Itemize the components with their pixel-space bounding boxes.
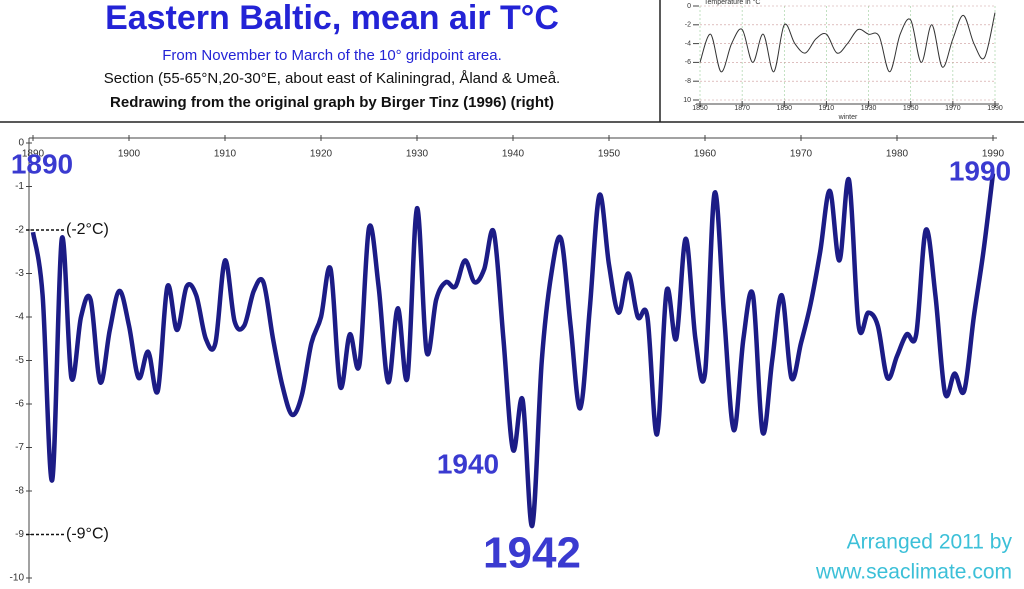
- annotation: (-2°C): [66, 221, 109, 238]
- data-line: [30, 173, 996, 529]
- x-tick-label: 1970: [790, 149, 813, 160]
- y-tick-label: -3: [15, 268, 24, 279]
- x-tick-label: 1980: [886, 149, 909, 160]
- y-tick-label: 0: [687, 3, 691, 10]
- x-tick-label: 1910: [819, 105, 835, 112]
- x-tick-label: 1930: [861, 105, 877, 112]
- y-tick-label: -5: [15, 355, 24, 366]
- subtitle: From November to March of the 10° gridpo…: [162, 47, 502, 64]
- y-tick-label: -1: [15, 181, 24, 192]
- y-tick-label: -6: [15, 399, 24, 410]
- inset-title: Temperature in °C: [704, 0, 761, 6]
- x-tick-label: 1950: [598, 149, 621, 160]
- y-tick-label: -2: [15, 225, 24, 236]
- y-tick-label: -7: [15, 442, 24, 453]
- x-tick-label: 1890: [776, 105, 792, 112]
- y-tick-label: -10: [10, 573, 25, 584]
- y-tick-label: -8: [685, 78, 691, 85]
- x-tick-label: 1900: [118, 149, 141, 160]
- chart-title: Eastern Baltic, mean air T°C: [105, 0, 559, 37]
- annotation: 1990: [949, 155, 1011, 186]
- y-tick-label: -9: [15, 529, 24, 540]
- x-tick-label: 1930: [406, 149, 429, 160]
- credit: Arranged 2011 by: [847, 531, 1013, 554]
- credit: www.seaclimate.com: [815, 561, 1012, 584]
- inset-x-label: winter: [838, 114, 858, 121]
- annotation: (-9°C): [66, 526, 109, 543]
- y-tick-label: -4: [685, 40, 691, 47]
- x-tick-label: 1920: [310, 149, 333, 160]
- y-tick-label: 0: [18, 138, 24, 149]
- x-tick-label: 1990: [982, 149, 1005, 160]
- annotation: 1890: [11, 148, 73, 179]
- y-tick-label: -4: [15, 312, 24, 323]
- x-tick-label: 1970: [945, 105, 961, 112]
- y-tick-label: -6: [685, 59, 691, 66]
- x-tick-label: 1910: [214, 149, 237, 160]
- y-tick-label: -8: [15, 486, 24, 497]
- x-tick-label: 1960: [694, 149, 717, 160]
- x-tick-label: 1940: [502, 149, 525, 160]
- data-line: [699, 12, 996, 73]
- x-tick-label: 1870: [734, 105, 750, 112]
- x-tick-label: 1850: [692, 105, 708, 112]
- y-tick-label: 10: [683, 97, 691, 104]
- y-tick-label: -2: [685, 22, 691, 29]
- x-tick-label: 1990: [987, 105, 1003, 112]
- source-note: Redrawing from the original graph by Bir…: [110, 94, 554, 111]
- x-tick-label: 1950: [903, 105, 919, 112]
- annotation: 1942: [483, 529, 581, 578]
- x-tick-label: 1890: [22, 149, 45, 160]
- annotation: 1940: [437, 448, 499, 479]
- section-note: Section (55-65°N,20-30°E, about east of …: [104, 70, 560, 87]
